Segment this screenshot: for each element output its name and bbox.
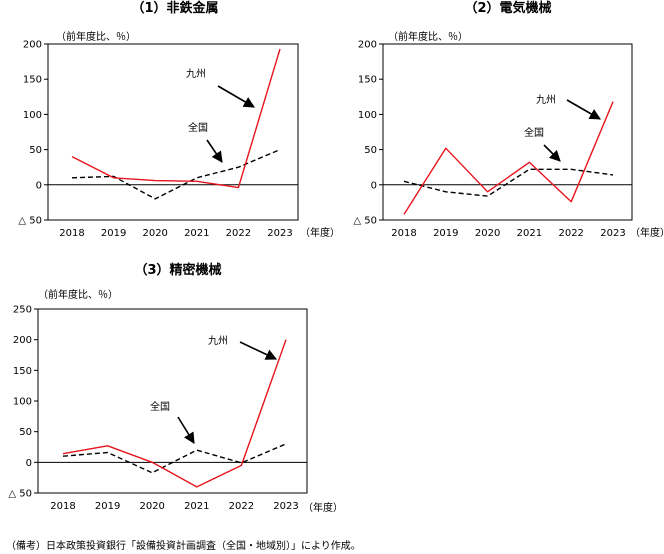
series-label-kyushu: 九州 xyxy=(186,68,206,80)
kyushu-arrow xyxy=(566,99,601,120)
y-tick-label: 0 xyxy=(26,458,32,469)
year-unit-label: （年度） xyxy=(300,226,340,239)
plot-frame xyxy=(382,43,633,221)
series-label-zenkoku: 全国 xyxy=(524,126,544,139)
y-tick-label: 200 xyxy=(13,335,32,346)
series-label-zenkoku: 全国 xyxy=(188,121,208,134)
y-tick-label: 250 xyxy=(13,305,32,316)
y-tick-label: 50 xyxy=(19,427,32,438)
y-tick-label: △ 50 xyxy=(353,216,377,227)
plot-area: △ 50 0 50 100 150 200 250 2018 2019 2020 2021 2022 2… xyxy=(8,305,308,512)
x-tick-label: 2022 xyxy=(229,501,254,512)
series-line-zenkoku xyxy=(71,148,281,200)
y-tick-label: 200 xyxy=(358,40,377,51)
kyushu-arrow xyxy=(239,341,278,360)
zenkoku-arrow xyxy=(177,416,195,444)
y-tick-label: △ 50 xyxy=(8,489,32,500)
plot-frame xyxy=(47,43,299,221)
y-tick-label: 0 xyxy=(371,180,377,191)
chart-electrical-machinery: （2）電気機械 （前年度比、％） （年度） △ 50 0 50 100 150 200 20… xyxy=(353,0,664,239)
zenkoku-arrow xyxy=(543,144,561,162)
plot-area: △ 50 0 50 100 150 200 2018 2019 2020 2021 2022 2023 xyxy=(18,40,299,239)
source-note: （備考）日本政策投資銀行「設備投資計画調査（全国・地域別）」により作成。 xyxy=(6,539,361,552)
y-tick-label: 50 xyxy=(29,145,42,156)
chart-nonferrous-metals: （1）非鉄金属 （前年度比、％） （年度） △ 50 0 50 100 150 200 20… xyxy=(18,0,340,239)
x-tick-label: 2018 xyxy=(50,501,75,512)
x-tick-label: 2019 xyxy=(433,228,458,239)
y-tick-label: 150 xyxy=(23,75,42,86)
series-line-kyushu xyxy=(62,339,287,488)
x-tick-label: 2018 xyxy=(59,228,84,239)
chart-title: （1）非鉄金属 xyxy=(131,0,218,16)
x-tick-label: 2023 xyxy=(600,228,625,239)
series-label-kyushu: 九州 xyxy=(208,335,228,347)
x-tick-label: 2018 xyxy=(391,228,416,239)
series-line-zenkoku xyxy=(403,168,614,197)
x-tick-label: 2023 xyxy=(273,501,298,512)
y-tick-label: 100 xyxy=(358,110,377,121)
y-tick-label: 150 xyxy=(13,366,32,377)
chart-title: （3）精密機械 xyxy=(134,262,221,278)
y-tick-label: △ 50 xyxy=(18,216,42,227)
series-line-kyushu xyxy=(71,48,281,189)
x-tick-label: 2020 xyxy=(139,501,164,512)
plot-frame xyxy=(37,308,308,494)
x-tick-label: 2019 xyxy=(101,228,126,239)
zenkoku-arrow xyxy=(206,139,223,163)
y-tick-label: 100 xyxy=(13,397,32,408)
kyushu-arrow xyxy=(217,85,255,108)
unit-label: （前年度比、％） xyxy=(388,30,468,43)
y-tick-label: 0 xyxy=(36,180,42,191)
year-unit-label: （年度） xyxy=(630,226,664,239)
x-tick-label: 2021 xyxy=(184,501,209,512)
plot-area: △ 50 0 50 100 150 200 2018 2019 2020 2021 2022 2023 xyxy=(353,40,633,239)
y-tick-label: 50 xyxy=(364,145,377,156)
x-tick-label: 2022 xyxy=(226,228,251,239)
x-tick-label: 2022 xyxy=(558,228,583,239)
chart-precision-machinery: （3）精密機械 （前年度比、％） （年度） △ 50 0 50 100 150 200 25… xyxy=(8,262,343,514)
chart-title: （2）電気機械 xyxy=(464,0,551,16)
unit-label: （前年度比、％） xyxy=(38,288,118,301)
series-line-kyushu xyxy=(403,101,614,215)
x-tick-label: 2020 xyxy=(475,228,500,239)
unit-label: （前年度比、％） xyxy=(56,30,136,43)
x-tick-label: 2021 xyxy=(517,228,542,239)
year-unit-label: （年度） xyxy=(303,501,343,514)
x-tick-label: 2021 xyxy=(184,228,209,239)
y-tick-label: 200 xyxy=(23,40,42,51)
series-label-kyushu: 九州 xyxy=(536,94,556,106)
y-tick-label: 150 xyxy=(358,75,377,86)
y-tick-label: 100 xyxy=(23,110,42,121)
x-tick-label: 2019 xyxy=(95,501,120,512)
x-tick-label: 2023 xyxy=(267,228,292,239)
x-tick-label: 2020 xyxy=(142,228,167,239)
series-label-zenkoku: 全国 xyxy=(150,400,170,413)
